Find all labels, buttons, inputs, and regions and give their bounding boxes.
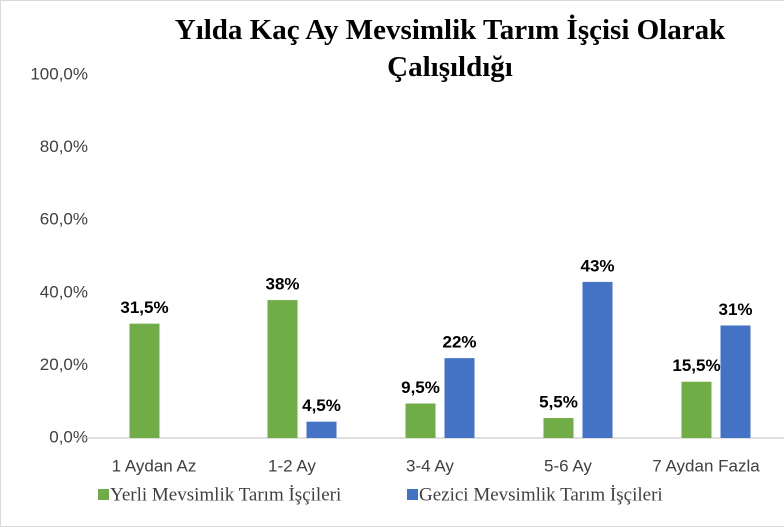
legend-label: Gezici Mevsimlik Tarım İşçileri bbox=[419, 484, 663, 505]
legend-label: Yerli Mevsimlik Tarım İşçileri bbox=[110, 484, 341, 505]
data-label: 31,5% bbox=[120, 298, 168, 317]
data-label: 15,5% bbox=[672, 356, 720, 375]
y-tick-label: 40,0% bbox=[40, 282, 88, 301]
y-tick-label: 100,0% bbox=[30, 64, 88, 83]
x-tick-label: 3-4 Ay bbox=[406, 456, 454, 475]
legend-swatch bbox=[407, 489, 418, 500]
bar bbox=[306, 421, 337, 438]
y-tick-label: 80,0% bbox=[40, 137, 88, 156]
bar bbox=[267, 300, 298, 438]
bar bbox=[129, 323, 160, 438]
data-label: 4,5% bbox=[302, 396, 341, 415]
x-tick-label: 1 Aydan Az bbox=[112, 456, 197, 475]
data-label: 31% bbox=[718, 300, 752, 319]
y-tick-label: 20,0% bbox=[40, 355, 88, 374]
data-label: 43% bbox=[580, 256, 614, 275]
bar bbox=[543, 418, 574, 438]
bar bbox=[405, 403, 436, 438]
bar bbox=[582, 281, 613, 438]
legend-swatch bbox=[98, 489, 109, 500]
x-tick-label: 5-6 Ay bbox=[544, 456, 592, 475]
bar bbox=[681, 381, 712, 438]
data-label: 22% bbox=[442, 333, 476, 352]
data-label: 5,5% bbox=[539, 393, 578, 412]
data-label: 9,5% bbox=[401, 378, 440, 397]
chart-title: Yılda Kaç Ay Mevsimlik Tarım İşçisi Olar… bbox=[174, 14, 726, 83]
y-tick-label: 0,0% bbox=[49, 427, 88, 446]
bar bbox=[720, 325, 751, 438]
x-tick-label: 7 Aydan Fazla bbox=[652, 456, 760, 475]
y-tick-label: 60,0% bbox=[40, 210, 88, 229]
data-label: 38% bbox=[265, 275, 299, 294]
x-tick-label: 1-2 Ay bbox=[268, 456, 316, 475]
bar bbox=[444, 358, 475, 438]
